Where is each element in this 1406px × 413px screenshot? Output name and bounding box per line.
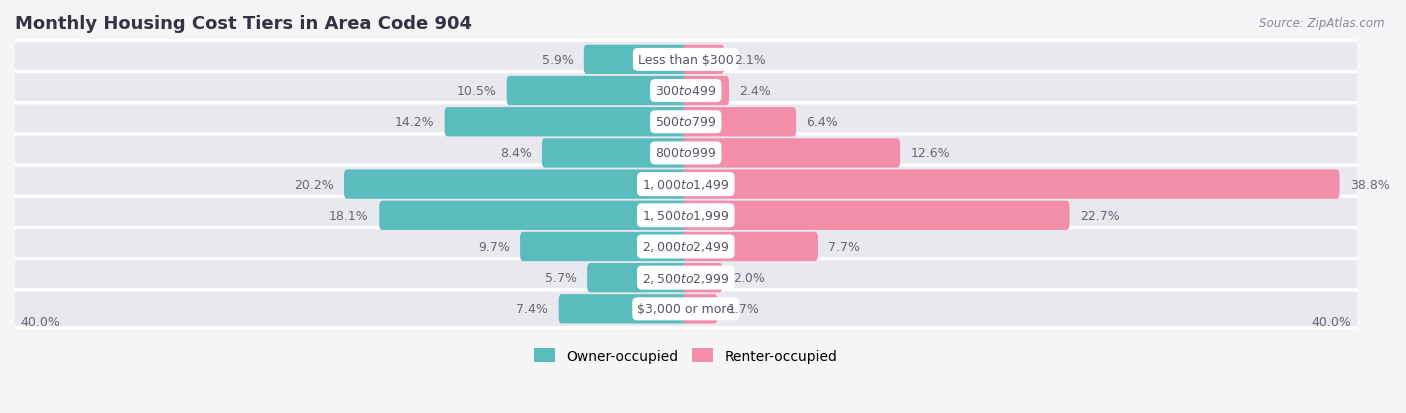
Text: 6.4%: 6.4% <box>807 116 838 129</box>
FancyBboxPatch shape <box>683 45 724 75</box>
Text: 22.7%: 22.7% <box>1080 209 1119 222</box>
FancyBboxPatch shape <box>683 170 1340 199</box>
Text: 8.4%: 8.4% <box>499 147 531 160</box>
Text: $1,000 to $1,499: $1,000 to $1,499 <box>643 178 730 192</box>
FancyBboxPatch shape <box>588 263 689 292</box>
Text: $800 to $999: $800 to $999 <box>655 147 717 160</box>
Text: $300 to $499: $300 to $499 <box>655 85 717 98</box>
FancyBboxPatch shape <box>444 108 689 137</box>
Text: 10.5%: 10.5% <box>457 85 496 98</box>
Text: 14.2%: 14.2% <box>395 116 434 129</box>
FancyBboxPatch shape <box>13 104 1360 141</box>
Legend: Owner-occupied, Renter-occupied: Owner-occupied, Renter-occupied <box>529 343 842 369</box>
Text: 7.4%: 7.4% <box>516 303 548 316</box>
FancyBboxPatch shape <box>683 294 717 324</box>
FancyBboxPatch shape <box>13 197 1360 235</box>
FancyBboxPatch shape <box>683 263 723 292</box>
FancyBboxPatch shape <box>683 77 730 106</box>
FancyBboxPatch shape <box>520 232 689 261</box>
Text: 20.2%: 20.2% <box>294 178 333 191</box>
Text: $2,500 to $2,999: $2,500 to $2,999 <box>643 271 730 285</box>
FancyBboxPatch shape <box>344 170 689 199</box>
FancyBboxPatch shape <box>13 72 1360 110</box>
FancyBboxPatch shape <box>683 232 818 261</box>
FancyBboxPatch shape <box>13 259 1360 297</box>
Text: 5.7%: 5.7% <box>544 271 576 285</box>
Text: Monthly Housing Cost Tiers in Area Code 904: Monthly Housing Cost Tiers in Area Code … <box>15 15 472 33</box>
Text: 40.0%: 40.0% <box>1312 316 1351 328</box>
FancyBboxPatch shape <box>13 41 1360 79</box>
Text: 5.9%: 5.9% <box>541 54 574 67</box>
FancyBboxPatch shape <box>13 135 1360 173</box>
Text: 38.8%: 38.8% <box>1350 178 1389 191</box>
FancyBboxPatch shape <box>683 201 1070 230</box>
FancyBboxPatch shape <box>683 108 796 137</box>
Text: 2.4%: 2.4% <box>740 85 772 98</box>
FancyBboxPatch shape <box>506 77 689 106</box>
Text: $3,000 or more: $3,000 or more <box>637 303 734 316</box>
FancyBboxPatch shape <box>541 139 689 168</box>
Text: Source: ZipAtlas.com: Source: ZipAtlas.com <box>1260 17 1385 29</box>
Text: 2.0%: 2.0% <box>733 271 765 285</box>
FancyBboxPatch shape <box>13 290 1360 328</box>
Text: 7.7%: 7.7% <box>828 240 860 253</box>
Text: 1.7%: 1.7% <box>728 303 759 316</box>
Text: $500 to $799: $500 to $799 <box>655 116 717 129</box>
Text: 9.7%: 9.7% <box>478 240 510 253</box>
FancyBboxPatch shape <box>583 45 689 75</box>
FancyBboxPatch shape <box>558 294 689 324</box>
FancyBboxPatch shape <box>683 139 900 168</box>
Text: $2,000 to $2,499: $2,000 to $2,499 <box>643 240 730 254</box>
FancyBboxPatch shape <box>13 228 1360 266</box>
Text: 18.1%: 18.1% <box>329 209 368 222</box>
Text: Less than $300: Less than $300 <box>638 54 734 67</box>
Text: $1,500 to $1,999: $1,500 to $1,999 <box>643 209 730 223</box>
FancyBboxPatch shape <box>13 166 1360 204</box>
Text: 2.1%: 2.1% <box>734 54 766 67</box>
Text: 12.6%: 12.6% <box>911 147 950 160</box>
Text: 40.0%: 40.0% <box>20 316 60 328</box>
FancyBboxPatch shape <box>380 201 689 230</box>
